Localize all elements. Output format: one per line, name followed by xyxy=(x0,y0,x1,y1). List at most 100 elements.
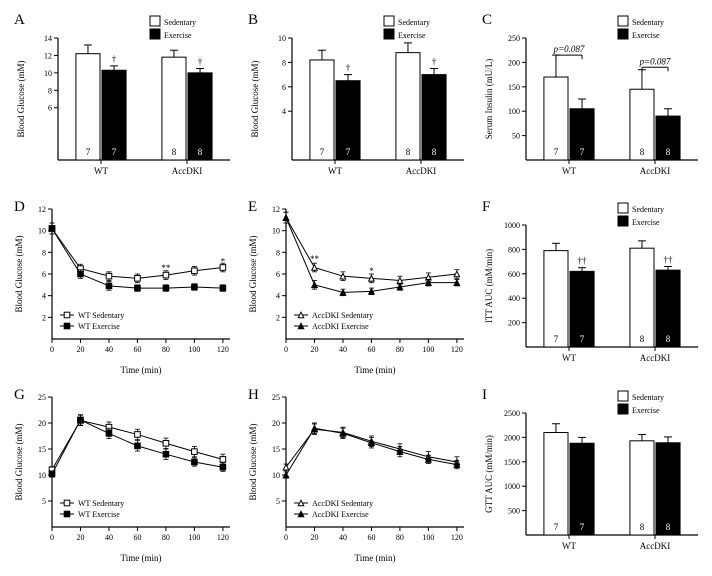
svg-text:Exercise: Exercise xyxy=(398,31,426,40)
svg-text:WT Exercise: WT Exercise xyxy=(78,322,120,331)
svg-text:8: 8 xyxy=(48,86,52,95)
svg-text:40: 40 xyxy=(339,345,347,354)
svg-text:100: 100 xyxy=(188,345,200,354)
svg-text:20: 20 xyxy=(38,419,46,428)
svg-text:40: 40 xyxy=(339,533,347,542)
svg-text:100: 100 xyxy=(188,533,200,542)
svg-text:200: 200 xyxy=(508,319,520,328)
svg-text:7: 7 xyxy=(554,522,559,532)
svg-text:1500: 1500 xyxy=(504,457,520,466)
svg-text:10: 10 xyxy=(278,34,286,43)
svg-text:WT: WT xyxy=(562,541,576,551)
svg-text:10: 10 xyxy=(38,227,46,236)
svg-text:100: 100 xyxy=(422,533,434,542)
svg-text:AccDKI Sedentary: AccDKI Sedentary xyxy=(312,311,373,320)
svg-text:WT: WT xyxy=(562,353,576,363)
svg-text:7: 7 xyxy=(580,147,585,157)
svg-text:Blood Glucose (mM): Blood Glucose (mM) xyxy=(16,61,26,138)
svg-text:7: 7 xyxy=(320,147,325,157)
svg-text:AccDKI Sedentary: AccDKI Sedentary xyxy=(312,499,373,508)
svg-text:7: 7 xyxy=(580,522,585,532)
svg-text:WT: WT xyxy=(562,166,576,176)
panel-label: G xyxy=(14,387,25,404)
svg-text:250: 250 xyxy=(508,34,520,43)
svg-text:AccDKI: AccDKI xyxy=(172,166,203,176)
svg-text:5: 5 xyxy=(276,497,280,506)
svg-text:15: 15 xyxy=(272,445,280,454)
svg-text:60: 60 xyxy=(367,533,375,542)
svg-text:AccDKI Exercise: AccDKI Exercise xyxy=(312,510,369,519)
panel-label: D xyxy=(14,199,25,216)
svg-text:60: 60 xyxy=(133,345,141,354)
svg-text:4: 4 xyxy=(282,107,286,116)
svg-text:20: 20 xyxy=(272,419,280,428)
svg-text:Time (min): Time (min) xyxy=(121,365,162,375)
svg-text:0: 0 xyxy=(50,533,54,542)
svg-text:120: 120 xyxy=(217,533,229,542)
svg-text:Sedentary: Sedentary xyxy=(632,393,664,402)
svg-text:†: † xyxy=(346,63,351,73)
svg-text:500: 500 xyxy=(508,506,520,515)
svg-text:Serum Insulin (mU/L): Serum Insulin (mU/L) xyxy=(484,59,494,140)
svg-text:AccDKI: AccDKI xyxy=(406,166,437,176)
svg-text:10: 10 xyxy=(38,471,46,480)
svg-text:6: 6 xyxy=(282,83,286,92)
svg-text:WT Sedentary: WT Sedentary xyxy=(78,499,124,508)
svg-text:120: 120 xyxy=(451,533,463,542)
svg-text:8: 8 xyxy=(640,522,645,532)
svg-text:Exercise: Exercise xyxy=(632,31,660,40)
svg-text:7: 7 xyxy=(86,147,91,157)
svg-text:80: 80 xyxy=(162,345,170,354)
svg-text:4: 4 xyxy=(42,292,46,301)
svg-text:AccDKI Exercise: AccDKI Exercise xyxy=(312,322,369,331)
svg-text:8: 8 xyxy=(640,334,645,344)
panel-label: E xyxy=(248,199,257,216)
svg-text:Blood Glucose (mM): Blood Glucose (mM) xyxy=(248,236,258,313)
panel-H: H510152025020406080100120Blood Glucose (… xyxy=(244,385,472,566)
svg-text:25: 25 xyxy=(272,393,280,402)
svg-text:p=0.087: p=0.087 xyxy=(639,56,671,66)
svg-text:200: 200 xyxy=(508,58,520,67)
svg-text:25: 25 xyxy=(38,393,46,402)
svg-text:800: 800 xyxy=(508,246,520,255)
svg-text:60: 60 xyxy=(367,345,375,354)
svg-text:8: 8 xyxy=(666,147,671,157)
svg-text:8: 8 xyxy=(282,58,286,67)
svg-text:Time (min): Time (min) xyxy=(121,553,162,563)
panel-D: D24681012020406080100120Blood Glucose (m… xyxy=(10,197,238,378)
svg-text:AccDKI: AccDKI xyxy=(640,541,671,551)
svg-text:†: † xyxy=(432,57,437,67)
svg-text:††: †† xyxy=(578,256,588,266)
svg-text:1000: 1000 xyxy=(504,482,520,491)
svg-text:1000: 1000 xyxy=(504,221,520,230)
svg-text:7: 7 xyxy=(346,147,351,157)
svg-text:10: 10 xyxy=(44,69,52,78)
panel-A: A68101214Blood Glucose (mM)77†88†WTAccDK… xyxy=(10,10,238,191)
svg-text:Blood Glucose (mM): Blood Glucose (mM) xyxy=(248,423,258,500)
svg-text:20: 20 xyxy=(310,345,318,354)
svg-text:12: 12 xyxy=(38,205,46,214)
svg-text:Sedentary: Sedentary xyxy=(632,205,664,214)
svg-text:0: 0 xyxy=(284,533,288,542)
svg-text:20: 20 xyxy=(76,533,84,542)
svg-text:WT: WT xyxy=(328,166,342,176)
svg-text:Blood Glucose (mM): Blood Glucose (mM) xyxy=(14,236,24,313)
svg-text:7: 7 xyxy=(112,147,117,157)
svg-text:7: 7 xyxy=(554,147,559,157)
panel-label: H xyxy=(248,387,259,404)
svg-text:15: 15 xyxy=(38,445,46,454)
svg-text:12: 12 xyxy=(272,205,280,214)
svg-text:AccDKI: AccDKI xyxy=(640,353,671,363)
svg-text:120: 120 xyxy=(451,345,463,354)
svg-text:14: 14 xyxy=(44,34,52,43)
svg-text:400: 400 xyxy=(508,295,520,304)
svg-text:2: 2 xyxy=(42,314,46,323)
svg-text:8: 8 xyxy=(172,147,177,157)
svg-text:Sedentary: Sedentary xyxy=(398,18,430,27)
svg-text:Blood Glucose (mM): Blood Glucose (mM) xyxy=(14,423,24,500)
panel-F: F2004006008001000ITT AUC (mM/min)77††88†… xyxy=(478,197,706,378)
svg-text:2500: 2500 xyxy=(504,409,520,418)
svg-text:Exercise: Exercise xyxy=(632,406,660,415)
svg-text:†: † xyxy=(112,54,117,64)
panel-B: B46810Blood Glucose (mM)77†88†WTAccDKISe… xyxy=(244,10,472,191)
